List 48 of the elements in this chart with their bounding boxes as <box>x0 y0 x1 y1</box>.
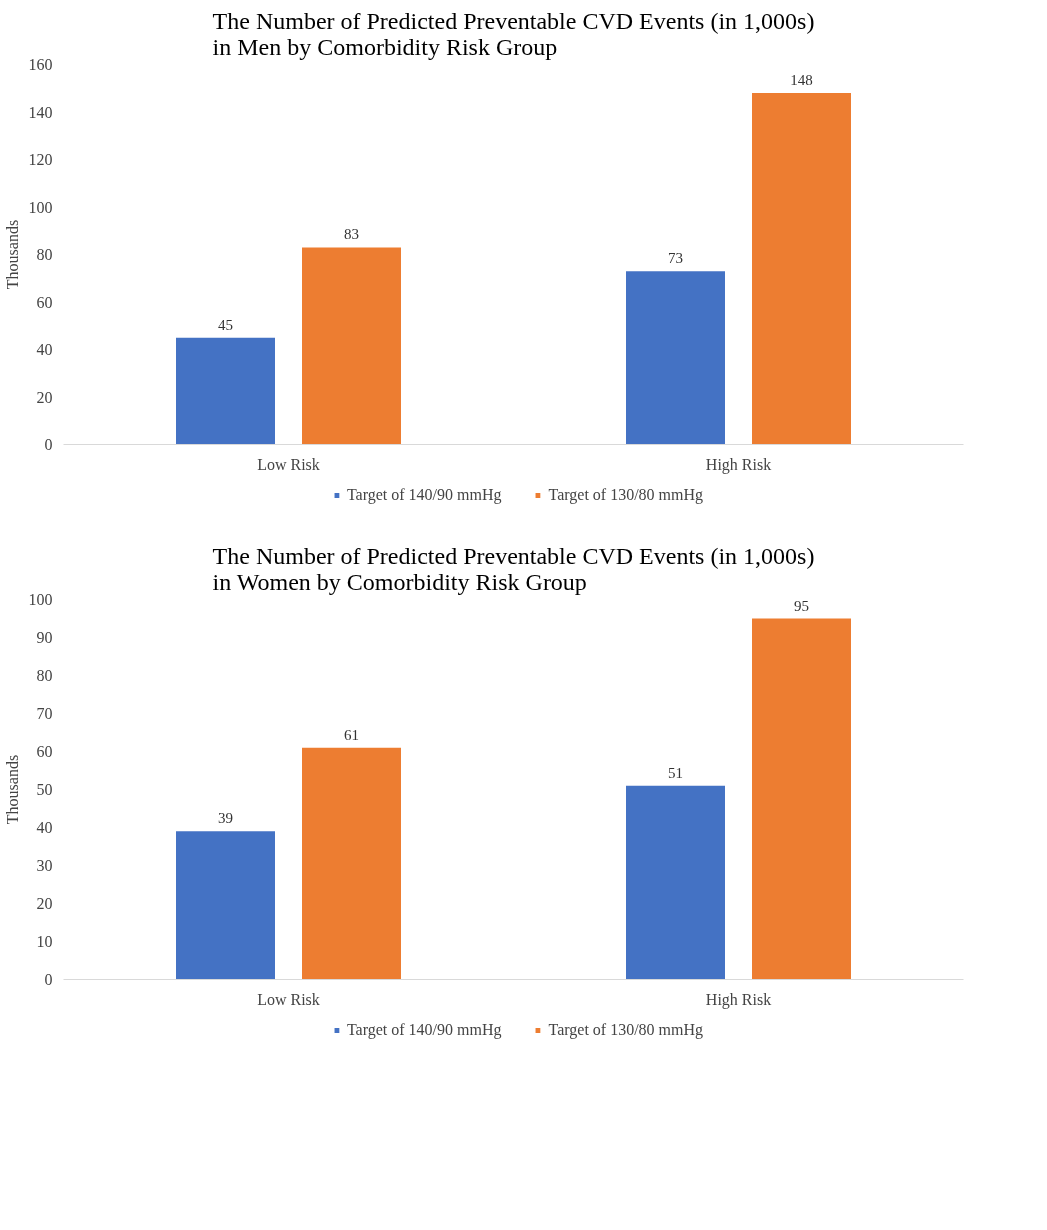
data-label: 51 <box>668 764 683 781</box>
y-tick-label: 100 <box>28 591 53 608</box>
x-tick-label: Low Risk <box>257 455 320 473</box>
y-tick-label: 80 <box>36 246 53 263</box>
bar <box>752 618 851 980</box>
bar <box>626 785 725 980</box>
bar <box>302 247 401 445</box>
data-label: 83 <box>344 226 359 243</box>
y-tick-label: 0 <box>44 436 53 453</box>
y-tick-label: 60 <box>36 743 53 760</box>
data-label: 61 <box>344 726 359 743</box>
y-tick-label: 80 <box>36 667 53 684</box>
y-axis-title: Thousands <box>3 754 21 825</box>
x-tick-label: Low Risk <box>257 990 320 1008</box>
y-tick-label: 120 <box>28 151 53 168</box>
legend-label: Target of 140/90 mmHg <box>346 486 502 504</box>
bar <box>302 747 401 980</box>
x-tick-label: High Risk <box>705 455 772 474</box>
y-tick-label: 60 <box>36 293 53 311</box>
bar <box>176 337 275 445</box>
bar <box>176 831 275 980</box>
y-tick-label: 20 <box>36 388 53 406</box>
x-tick-label: High Risk <box>705 990 772 1009</box>
data-label: 95 <box>794 597 809 614</box>
legend-label: Target of 140/90 mmHg <box>346 1021 502 1039</box>
bar <box>752 93 851 445</box>
y-tick-label: 40 <box>36 819 53 836</box>
chart-title: The Number of Predicted Preventable CVD Events (in 1,000s) in Women by Comorbidity Risk Group <box>212 542 815 595</box>
y-tick-label: 160 <box>28 56 53 73</box>
bar <box>626 271 725 445</box>
y-tick-label: 20 <box>36 895 53 912</box>
y-tick-label: 30 <box>36 857 53 874</box>
y-tick-label: 40 <box>36 341 53 358</box>
y-axis-title: Thousands <box>3 219 21 290</box>
data-label: 45 <box>218 316 233 333</box>
y-tick-label: 0 <box>44 971 53 988</box>
data-label: 73 <box>668 250 683 267</box>
y-tick-label: 10 <box>36 933 53 950</box>
legend-label: Target of 130/80 mmHg <box>548 1021 704 1039</box>
data-label: 148 <box>790 72 813 88</box>
y-tick-label: 70 <box>36 705 53 722</box>
y-tick-label: 50 <box>36 781 53 798</box>
y-tick-label: 100 <box>28 198 53 216</box>
y-tick-label: 140 <box>28 103 53 121</box>
chart-title: The Number of Predicted Preventable CVD Events (in 1,000s) in Men by Comorbidity Risk Group <box>212 7 815 60</box>
y-tick-label: 90 <box>36 629 53 646</box>
legend-label: Target of 130/80 mmHg <box>548 486 704 504</box>
data-label: 39 <box>218 810 233 827</box>
